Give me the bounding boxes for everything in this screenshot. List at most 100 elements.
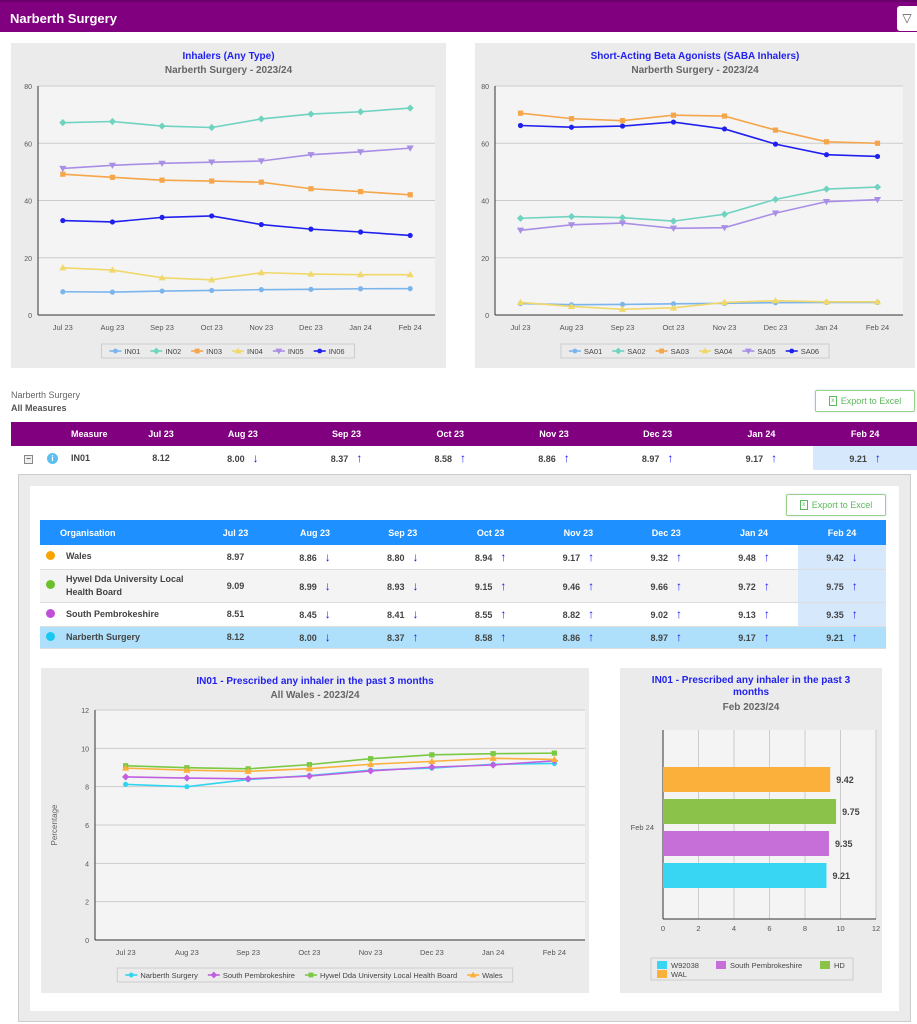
measure-name: IN01 [71, 453, 91, 463]
column-header[interactable]: Jul 23 [200, 520, 272, 545]
data-point [874, 153, 881, 160]
column-header[interactable]: Jul 23 [131, 422, 191, 446]
row-controls: − i [11, 446, 71, 470]
value-cell: 8.99 ↓ [271, 569, 359, 603]
column-header[interactable]: Nov 23 [502, 422, 606, 446]
data-point [618, 214, 627, 222]
legend-item: WAL [671, 970, 687, 979]
value: 9.42 [826, 552, 844, 563]
export-excel-button[interactable]: x Export to Excel [815, 390, 915, 412]
org-color-dot [45, 551, 55, 561]
column-header[interactable]: Oct 23 [398, 422, 503, 446]
legend-swatch [820, 961, 830, 969]
arrow-down-icon: ↓ [324, 578, 331, 593]
chart-subtitle: Feb 2023/24 [723, 702, 780, 713]
info-icon[interactable]: i [47, 452, 58, 464]
filter-button[interactable]: ▽ [897, 6, 917, 31]
legend-marker [469, 971, 477, 978]
x-tick-label: 4 [732, 924, 736, 933]
data-point [772, 127, 779, 133]
summary-org: Narberth Surgery [11, 390, 81, 400]
data-point [109, 174, 116, 180]
x-tick-label: Jan 24 [349, 323, 372, 332]
measures-table: Measure Jul 23 Aug 23 Sep 23 Oct 23 Nov 23 Dec… [11, 422, 917, 470]
value-cell: 8.80 ↓ [358, 545, 447, 570]
column-header[interactable]: Feb 24 [813, 422, 917, 446]
column-header[interactable]: Organisation [60, 520, 200, 545]
column-header[interactable]: Nov 23 [534, 520, 623, 545]
value-cell: 9.66 ↑ [622, 569, 711, 603]
value-cell: 8.45 ↓ [271, 602, 359, 627]
x-tick-label: Aug 23 [101, 323, 125, 332]
table-row[interactable]: South Pembrokeshire 8.51 8.45 ↓ 8.41 ↓ 8.55 ↑ 8.… [40, 602, 886, 627]
y-tick-label: 2 [85, 900, 89, 907]
arrow-up-icon: ↑ [763, 549, 770, 564]
column-header[interactable]: Jan 24 [709, 422, 814, 446]
data-point [60, 171, 66, 177]
data-point [618, 220, 627, 227]
column-header[interactable]: Aug 23 [191, 422, 295, 446]
data-point [669, 225, 678, 232]
table-row[interactable]: Narberth Surgery 8.12 8.00 ↓ 8.37 ↑ 8.58 ↑ 8.86 ↑… [40, 626, 886, 649]
value-cell: 8.58 ↑ [398, 446, 502, 470]
value: 9.75 [826, 581, 844, 592]
data-point [305, 772, 313, 780]
y-tick-label: 8 [85, 785, 89, 792]
legend-item: Narberth Surgery [140, 971, 198, 980]
value: 8.45 [299, 610, 317, 620]
value-cell: 8.37 ↑ [295, 446, 399, 470]
column-header[interactable]: Jan 24 [710, 520, 798, 545]
bar-WAL [663, 767, 831, 792]
value-cell: 8.00 ↓ [271, 626, 359, 649]
data-point [771, 195, 780, 203]
export-excel-button-detail[interactable]: x Export to Excel [786, 494, 886, 516]
value: 8.41 [387, 610, 405, 620]
series-line-SA03 [520, 112, 878, 145]
column-header[interactable]: Sep 23 [358, 520, 447, 545]
column-header[interactable]: Measure [71, 422, 131, 446]
data-point [516, 214, 525, 222]
value: 9.66 [650, 581, 668, 592]
value-cell: 8.97 ↑ [606, 446, 710, 470]
legend-item: SA05 [757, 347, 775, 356]
value-cell: 8.55 ↑ [446, 602, 535, 627]
saba-chart-panel: Short-Acting Beta Agonists (SABA Inhaler… [475, 43, 915, 368]
column-header[interactable]: Aug 23 [271, 520, 359, 545]
data-point [618, 305, 627, 312]
legend-marker [701, 347, 709, 354]
value: 9.13 [738, 610, 756, 620]
saba-chart: Short-Acting Beta Agonists (SABA Inhaler… [481, 51, 903, 359]
table-row[interactable]: Hywel Dda University Local Health Board 9… [40, 569, 886, 603]
arrow-up-icon: ↑ [460, 451, 467, 465]
y-tick-label: 12 [81, 708, 89, 715]
series-line-SA01 [520, 301, 878, 306]
x-tick-label: Nov 23 [249, 323, 273, 332]
chart-title: IN01 - Prescribed any inhaler in the pas… [652, 675, 851, 686]
column-header[interactable]: Oct 23 [446, 520, 535, 545]
table-row[interactable]: Wales 8.97 8.86 ↓ 8.80 ↓ 8.94 ↑ 9.17 ↑ 9.32 ↑ 9.48 ↑ 9… [40, 545, 886, 570]
y-category-label: Feb 24 [631, 823, 654, 832]
column-header[interactable]: Feb 24 [798, 520, 886, 545]
data-point [108, 117, 117, 126]
x-tick-label: Nov 23 [713, 323, 737, 332]
series-line-IN02 [62, 107, 411, 129]
legend-item: IN04 [247, 347, 263, 356]
legend-item: IN01 [124, 347, 140, 356]
data-point [489, 754, 497, 761]
table-row[interactable]: − i IN01 8.12 8.00 ↓ 8.37 ↑ 8.58 ↑ 8.86 ↑ 8.97 ↑ 9.17 ↑… [11, 446, 917, 470]
data-point [823, 152, 830, 158]
x-tick-label: Feb 24 [543, 948, 566, 957]
arrow-up-icon: ↑ [851, 607, 858, 621]
data-point [619, 118, 626, 124]
column-header[interactable]: Dec 23 [622, 520, 711, 545]
data-point [59, 264, 67, 271]
data-point [406, 271, 414, 278]
data-point [159, 177, 165, 183]
chart-subtitle: All Wales - 2023/24 [270, 690, 360, 701]
value: 8.58 [434, 454, 453, 464]
column-header[interactable]: Sep 23 [294, 422, 399, 446]
data-point [367, 760, 375, 767]
value: 8.55 [474, 610, 493, 620]
collapse-icon[interactable]: − [24, 454, 33, 464]
column-header[interactable]: Dec 23 [605, 422, 710, 446]
